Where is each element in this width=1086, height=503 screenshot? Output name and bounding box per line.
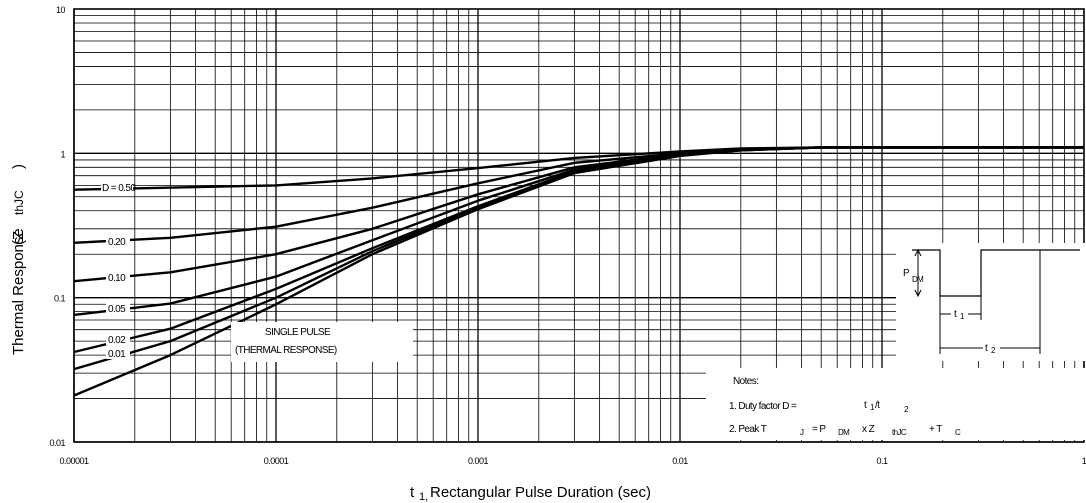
curves xyxy=(73,146,1084,397)
note-2-sub-j: J xyxy=(800,428,804,437)
x-tick-label: 0.01 xyxy=(672,456,688,466)
svg-text:(Z: (Z xyxy=(10,231,27,245)
note-2-x-z: x Z xyxy=(862,424,875,435)
x-tick-label: 1 xyxy=(1082,456,1086,466)
note-2-plus-t: + T xyxy=(929,424,942,435)
plot-frame xyxy=(73,8,1085,443)
svg-text:thJC: thJC xyxy=(12,190,26,215)
note-1-sub2: 2 xyxy=(904,405,909,414)
curve-label-002: 0.02 xyxy=(108,335,126,346)
curve-label-d050: D = 0.50 xyxy=(102,183,136,194)
note-2-sub-c: C xyxy=(955,428,961,437)
x-axis-title-sub: 1, xyxy=(419,491,428,503)
x-tick-label: 0.00001 xyxy=(59,456,89,466)
y-axis-title-main: Thermal Response xyxy=(10,228,27,355)
tick-labels: 0.00001 0.0001 0.001 0.01 0.1 1 0.01 0.1 1 10 xyxy=(49,5,1086,466)
y-axis-title-z: (Z thJC ) xyxy=(10,164,27,245)
curve-label-001: 0.01 xyxy=(108,349,126,360)
curve-label-005: 0.05 xyxy=(108,304,126,315)
inset-dm: DM xyxy=(912,275,924,284)
note-2-sub-thjc: thJC xyxy=(892,428,907,437)
x-axis-title-t: t xyxy=(410,484,415,501)
x-tick-label: 0.0001 xyxy=(264,456,289,466)
inset-t1-sub: 1 xyxy=(960,312,965,321)
note-1-sub1: 1 xyxy=(870,403,875,412)
inset-t1: t xyxy=(954,309,957,320)
y-tick-label: 0.1 xyxy=(54,294,66,304)
inset-t2: t xyxy=(985,343,988,354)
x-tick-label: 0.1 xyxy=(876,456,888,466)
note-1-text: 1. Duty factor D = xyxy=(729,401,797,412)
svg-text:): ) xyxy=(10,164,27,169)
curve-6 xyxy=(73,146,1084,397)
inset-p: P xyxy=(903,268,910,279)
single-pulse-label-line2: (THERMAL RESPONSE) xyxy=(235,345,337,356)
curve-label-020: 0.20 xyxy=(108,237,126,248)
note-2-text: 2. Peak T xyxy=(729,424,767,435)
x-tick-label: 0.001 xyxy=(468,456,489,466)
x-axis-title: t 1, Rectangular Pulse Duration (sec) xyxy=(410,484,651,503)
y-tick-label: 10 xyxy=(56,5,66,15)
y-axis-title: Thermal Response xyxy=(10,228,27,355)
curve-label-010: 0.10 xyxy=(108,273,126,284)
y-tick-label: 0.01 xyxy=(49,438,65,448)
pulse-waveform xyxy=(912,249,1040,297)
notes-box: Notes: 1. Duty factor D = t 1 /t 2 2. Pe… xyxy=(706,368,1086,440)
note-2-eq-p: = P xyxy=(812,424,826,435)
curve-labels: D = 0.50 0.20 0.10 0.05 0.02 0.01 xyxy=(101,181,137,360)
note-1-slash-t: /t xyxy=(875,400,880,411)
note-2-sub-dm: DM xyxy=(838,428,850,437)
note-1-t: t xyxy=(864,400,867,411)
single-pulse-label-line1: SINGLE PULSE xyxy=(265,327,331,338)
single-pulse-annotation: SINGLE PULSE (THERMAL RESPONSE) xyxy=(231,322,413,362)
pulse-diagram-inset: P DM t 1 t 2 xyxy=(896,243,1086,361)
y-tick-label: 1 xyxy=(60,149,65,159)
inset-t2-sub: 2 xyxy=(991,346,996,355)
x-axis-title-text: Rectangular Pulse Duration (sec) xyxy=(430,484,651,501)
notes-title: Notes: xyxy=(733,376,758,387)
